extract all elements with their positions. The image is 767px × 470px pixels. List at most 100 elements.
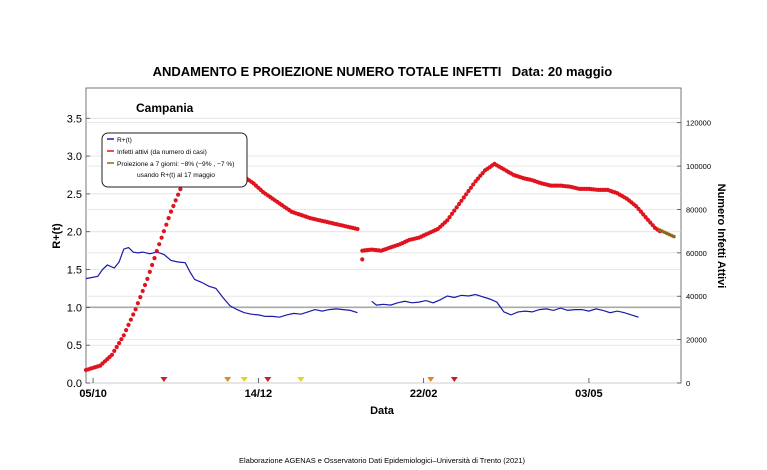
infected-point: [178, 187, 183, 192]
event-marker: [160, 377, 168, 382]
infected-point: [464, 192, 469, 197]
infected-point: [449, 211, 455, 216]
legend-box: [101, 132, 248, 188]
infected-point: [360, 257, 365, 262]
infected-point: [109, 352, 115, 357]
x-tick-label: 22/02: [410, 388, 438, 400]
left-axis-label: R+(t): [51, 223, 63, 249]
infected-point: [461, 195, 466, 200]
x-tick-label: 14/12: [245, 388, 273, 400]
left-tick-label: 0.5: [67, 340, 82, 352]
infected-point: [140, 288, 145, 294]
infected-point: [126, 322, 131, 327]
infected-point: [138, 295, 143, 300]
region-label: Campania: [136, 101, 194, 115]
infected-point: [157, 242, 162, 247]
infected-point: [152, 256, 157, 261]
grid-lines: [86, 117, 681, 384]
infected-point: [145, 276, 150, 281]
infected-point: [119, 337, 124, 342]
infected-point: [154, 249, 159, 254]
event-marker: [427, 377, 435, 382]
right-axis-label: Numero Infetti Attivi: [715, 184, 727, 289]
event-marker: [240, 377, 248, 382]
infected-point: [161, 229, 166, 234]
infected-point: [457, 201, 462, 207]
infected-point: [468, 185, 473, 190]
infected-point: [355, 226, 360, 232]
infected-point: [648, 220, 653, 225]
left-tick-label: 0.0: [67, 378, 82, 390]
infected-point: [133, 307, 138, 312]
infected-point: [176, 192, 181, 197]
event-marker: [224, 377, 232, 382]
r-line: [371, 293, 639, 318]
event-marker: [450, 377, 458, 382]
legend-label: usando R+(t) al 17 maggio: [137, 172, 215, 179]
right-axis-ticks: 0 20000 40000 60000 80000 100000 120000: [677, 119, 711, 388]
x-axis-ticks: 05/10 14/12 22/02 03/05: [79, 378, 603, 400]
legend-label: Proiezione a 7 giorni: −8% (−9% , −7 %): [117, 161, 234, 168]
infected-point: [135, 301, 140, 306]
x-tick-label: 03/05: [575, 388, 603, 400]
infected-point: [131, 312, 136, 317]
infected-point: [459, 198, 464, 203]
infected-point: [454, 205, 459, 210]
infected-point: [164, 222, 169, 227]
left-tick-label: 3.5: [67, 113, 82, 125]
infected-point: [641, 212, 646, 217]
infected-point: [173, 198, 178, 203]
infected-point: [645, 217, 651, 222]
infected-point: [117, 341, 122, 346]
legend-label: Infetti attivi (da numero di casi): [117, 149, 207, 156]
left-tick-label: 1.0: [67, 302, 82, 314]
infected-point: [166, 216, 171, 221]
right-tick-label: 120000: [686, 119, 711, 128]
infected-point: [638, 209, 644, 214]
right-tick-label: 100000: [686, 162, 711, 171]
left-tick-label: 1.5: [67, 265, 82, 277]
infected-point: [478, 173, 483, 178]
right-tick-label: 80000: [686, 205, 707, 214]
left-axis-ticks: 0.0 0.5 1.0 1.5 2.0 2.5 3.0 3.5: [67, 113, 90, 390]
infected-point: [112, 348, 117, 353]
infected-point: [128, 317, 133, 322]
right-tick-label: 60000: [686, 249, 707, 258]
infected-point: [447, 215, 452, 220]
legend: R+(t) Infetti attivi (da numero di casi) P…: [101, 132, 248, 188]
chart-date: Data: 20 maggio: [512, 64, 612, 79]
infected-point: [634, 204, 639, 209]
infected-point: [150, 262, 155, 268]
infected-point: [142, 282, 148, 288]
infected-point: [114, 344, 119, 350]
infected-point: [171, 203, 176, 209]
infected-point: [471, 182, 476, 187]
x-tick-label: 05/10: [79, 388, 107, 400]
infected-point: [475, 176, 480, 181]
projection-point: [672, 234, 676, 239]
infected-point: [636, 206, 641, 211]
left-tick-label: 3.0: [67, 151, 82, 163]
infected-point: [121, 333, 126, 338]
legend-label: R+(t): [117, 137, 132, 144]
infected-point: [124, 328, 129, 333]
left-tick-label: 2.0: [67, 227, 82, 239]
left-tick-label: 2.5: [67, 189, 82, 201]
event-marker: [264, 377, 272, 382]
right-tick-label: 20000: [686, 336, 707, 345]
chart-title: ANDAMENTO E PROIEZIONE NUMERO TOTALE INF…: [153, 64, 502, 79]
infected-point: [147, 269, 152, 274]
event-markers: [160, 377, 458, 382]
infected-point: [168, 209, 174, 214]
event-marker: [297, 377, 305, 382]
right-tick-label: 0: [686, 379, 690, 388]
footer-credit: Elaborazione AGENAS e Osservatorio Dati …: [239, 456, 525, 465]
infected-point: [445, 218, 450, 223]
infected-point: [452, 208, 457, 213]
infected-point: [159, 235, 164, 240]
right-tick-label: 40000: [686, 292, 707, 301]
r-line: [85, 246, 358, 318]
infected-point: [466, 188, 471, 194]
x-axis-label: Data: [370, 405, 395, 417]
